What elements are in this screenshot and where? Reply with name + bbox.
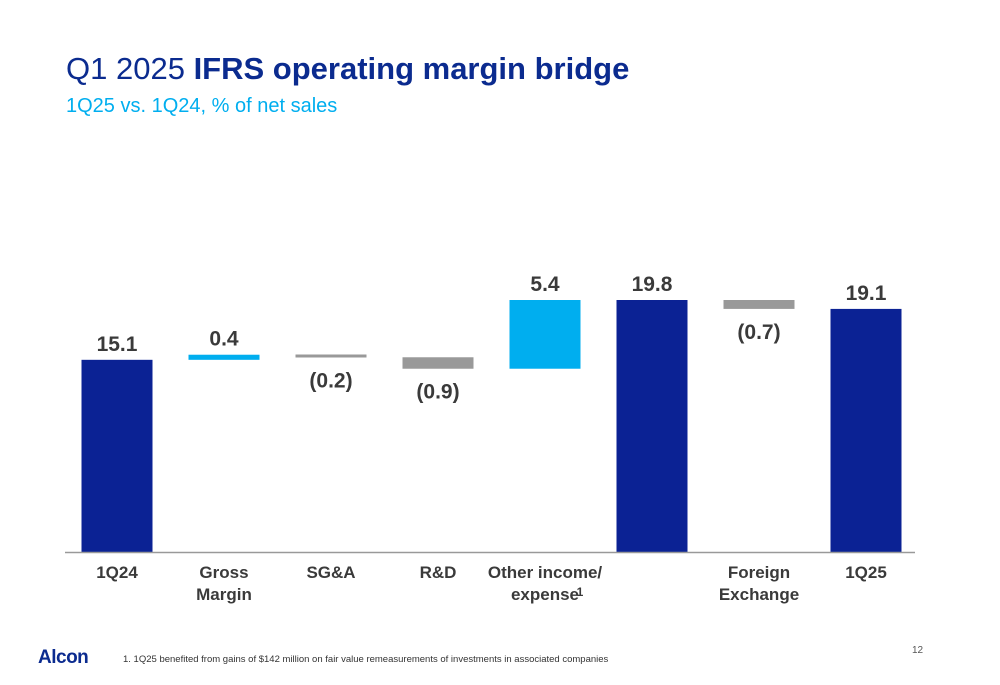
bar-2: [295, 354, 367, 358]
footnote: 1. 1Q25 benefited from gains of $142 mil…: [123, 654, 609, 665]
bar-0: [81, 359, 153, 552]
category-label-7-0: 1Q25: [845, 563, 887, 582]
bar-5: [616, 300, 688, 552]
page-subtitle: 1Q25 vs. 1Q24, % of net sales: [66, 95, 338, 117]
value-label-1: 0.4: [209, 328, 239, 351]
category-label-4-1: expense: [511, 585, 579, 604]
value-label-4: 5.4: [530, 273, 560, 296]
category-label-1-1: Margin: [196, 585, 252, 604]
chart-value-labels: 15.1 0.4 (0.2) (0.9) 5.4 19.8 (0.7) 19.1: [97, 273, 887, 404]
chart-bars: [81, 300, 902, 552]
category-label-6-1: Exchange: [719, 585, 799, 604]
page-title: Q1 2025 IFRS operating margin bridge: [66, 50, 629, 88]
category-label-2-0: SG&A: [306, 563, 355, 582]
footnote-marker: 1: [577, 585, 584, 599]
chart-category-labels: 1Q24 Gross Margin SG&A R&D Other income/expen…: [96, 563, 887, 604]
category-label-3-0: R&D: [420, 563, 457, 582]
alcon-logo: Alcon: [38, 647, 89, 668]
value-label-3: (0.9): [416, 381, 459, 404]
category-label-1-0: Gross: [199, 563, 248, 582]
page-number: 12: [912, 645, 924, 656]
value-label-0: 15.1: [97, 333, 138, 356]
value-label-2: (0.2): [309, 370, 352, 393]
title-bold: IFRS operating margin bridge: [193, 51, 630, 86]
bar-4: [509, 300, 581, 369]
title-prefix: Q1 2025: [66, 51, 185, 86]
bar-3: [402, 357, 474, 369]
bar-1: [188, 354, 260, 360]
bar-6: [723, 300, 795, 309]
bar-7: [830, 308, 902, 552]
value-label-6: (0.7): [737, 321, 780, 344]
value-label-5: 19.8: [632, 273, 673, 296]
value-label-7: 19.1: [846, 282, 887, 305]
category-label-0-0: 1Q24: [96, 563, 138, 582]
category-label-6-0: Foreign: [728, 563, 790, 582]
category-label-4-0: Other income/: [488, 563, 603, 582]
